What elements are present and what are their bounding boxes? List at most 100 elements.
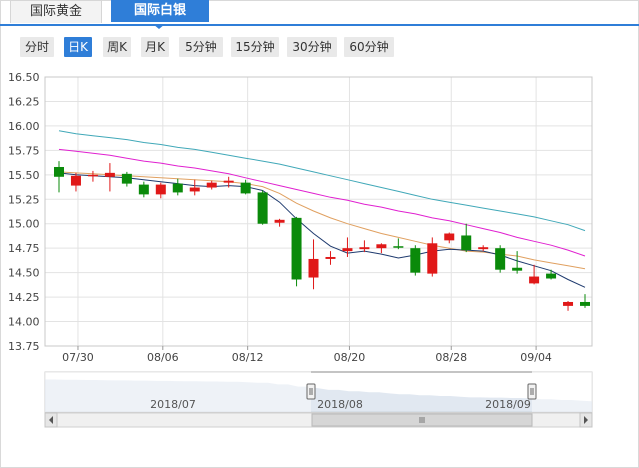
x-axis: 07/30 08/06 08/12 08/20 08/28 09/04 bbox=[62, 346, 552, 364]
candle-body bbox=[206, 182, 217, 188]
y-tick-label: 16.00 bbox=[8, 120, 40, 133]
candle bbox=[206, 180, 217, 190]
period-button-timeshare[interactable]: 分时 bbox=[20, 37, 54, 57]
candle-body bbox=[291, 217, 302, 280]
tab-international-gold[interactable]: 国际黄金 bbox=[10, 0, 102, 23]
candle bbox=[529, 264, 540, 285]
y-axis: 16.50 16.25 16.00 15.75 15.50 15.25 15.00 14.75… bbox=[8, 71, 40, 353]
period-button-15min[interactable]: 15分钟 bbox=[231, 37, 279, 57]
candle bbox=[495, 245, 506, 273]
candle-body bbox=[427, 243, 438, 274]
period-button-monthly[interactable]: 月K bbox=[141, 37, 169, 57]
candle-body bbox=[189, 187, 200, 192]
navigator-area bbox=[45, 379, 592, 412]
navigator-handle-left[interactable] bbox=[306, 383, 316, 400]
period-button-60min[interactable]: 60分钟 bbox=[344, 37, 394, 57]
navigator-mask-right bbox=[532, 372, 592, 412]
candle-body bbox=[393, 246, 404, 248]
candle-body bbox=[563, 301, 574, 306]
candle bbox=[87, 170, 98, 182]
candle bbox=[444, 232, 455, 244]
arrow-left-icon bbox=[49, 416, 53, 424]
navigator-date-label: 2018/09 bbox=[485, 398, 531, 411]
navigator-date-label: 2018/07 bbox=[150, 398, 196, 411]
candle-body bbox=[70, 175, 81, 186]
ma10-line bbox=[58, 171, 586, 270]
period-button-5min[interactable]: 5分钟 bbox=[179, 37, 223, 57]
candle-body bbox=[359, 247, 370, 250]
x-tick-label: 08/28 bbox=[435, 351, 467, 364]
plot-border bbox=[44, 76, 593, 347]
candle-body bbox=[529, 276, 540, 284]
y-tick-label: 14.00 bbox=[8, 316, 40, 329]
period-button-weekly[interactable]: 周K bbox=[103, 37, 131, 57]
candle-body bbox=[308, 258, 319, 278]
candle bbox=[512, 251, 523, 274]
candle bbox=[376, 243, 387, 254]
candle bbox=[223, 176, 234, 188]
candle-body bbox=[512, 267, 523, 271]
navigator-handle-right[interactable] bbox=[527, 383, 537, 400]
chart-grid bbox=[45, 76, 592, 347]
candle bbox=[257, 190, 268, 225]
candle-body bbox=[155, 184, 166, 195]
y-tick-label: 15.50 bbox=[8, 169, 40, 182]
x-tick-label: 09/04 bbox=[520, 351, 552, 364]
period-button-30min[interactable]: 30分钟 bbox=[287, 37, 337, 57]
candle-body bbox=[478, 247, 489, 250]
candle bbox=[274, 218, 285, 227]
candle bbox=[172, 178, 183, 196]
x-tick-label: 07/30 bbox=[62, 351, 94, 364]
candle-body bbox=[410, 248, 421, 273]
candle bbox=[155, 182, 166, 199]
moving-average-lines bbox=[58, 130, 586, 288]
x-tick-label: 08/20 bbox=[334, 351, 366, 364]
y-tick-label: 15.25 bbox=[8, 193, 40, 206]
candle bbox=[410, 245, 421, 276]
navigator-mask-left bbox=[45, 372, 311, 412]
candle bbox=[70, 172, 81, 192]
candle bbox=[342, 237, 353, 257]
arrow-right-icon bbox=[584, 416, 588, 424]
candle bbox=[121, 171, 132, 187]
candles bbox=[54, 161, 590, 311]
candle-body bbox=[580, 301, 590, 306]
candle-body bbox=[444, 233, 455, 241]
candle bbox=[54, 161, 64, 193]
y-tick-label: 14.25 bbox=[8, 291, 40, 304]
candle-body bbox=[240, 182, 251, 194]
candle-body bbox=[461, 235, 472, 251]
candle bbox=[546, 269, 557, 280]
y-tick-label: 14.75 bbox=[8, 242, 40, 255]
candle bbox=[308, 239, 319, 290]
y-tick-label: 15.75 bbox=[8, 144, 40, 157]
candle bbox=[138, 181, 149, 198]
x-tick-label: 08/12 bbox=[232, 351, 264, 364]
y-tick-label: 13.75 bbox=[8, 340, 40, 353]
candle bbox=[104, 163, 115, 192]
y-tick-label: 14.50 bbox=[8, 267, 40, 280]
candle-body bbox=[138, 184, 149, 195]
candle-body bbox=[172, 183, 183, 193]
x-tick-label: 08/06 bbox=[147, 351, 179, 364]
candle bbox=[478, 245, 489, 252]
tab-international-silver[interactable]: 国际白银 bbox=[111, 0, 209, 22]
navigator[interactable]: 2018/07 2018/08 2018/09 bbox=[44, 371, 593, 428]
candle-body bbox=[495, 248, 506, 270]
candle-body bbox=[342, 248, 353, 252]
ma20-line bbox=[58, 148, 586, 257]
candle-body bbox=[546, 273, 557, 279]
y-tick-label: 15.00 bbox=[8, 218, 40, 231]
candle-body bbox=[121, 173, 132, 184]
active-tab-caret bbox=[153, 24, 165, 29]
candle bbox=[359, 240, 370, 253]
y-tick-label: 16.50 bbox=[8, 71, 40, 84]
period-button-daily[interactable]: 日K bbox=[64, 37, 92, 57]
candle bbox=[240, 179, 251, 195]
candle bbox=[427, 237, 438, 277]
candle-body bbox=[104, 172, 115, 177]
candle-body bbox=[376, 244, 387, 249]
candle-body bbox=[87, 174, 98, 177]
candle bbox=[189, 179, 200, 196]
candle-body bbox=[257, 192, 268, 224]
